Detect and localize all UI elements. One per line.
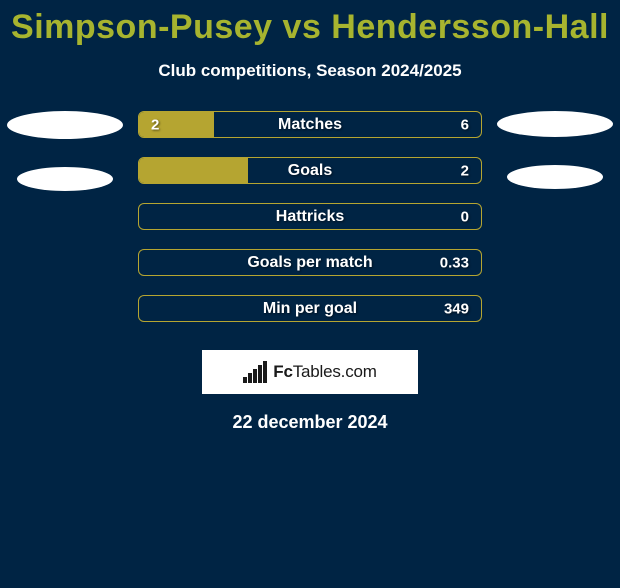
comparison-chart: 2 Matches 6 Goals 2 Hattricks 0 Goals pe… bbox=[0, 111, 620, 322]
bar-right-value: 6 bbox=[461, 116, 469, 133]
bar-right-value: 2 bbox=[461, 162, 469, 179]
left-player-col bbox=[0, 111, 130, 191]
bar-min-per-goal: Min per goal 349 bbox=[138, 295, 482, 322]
bar-goals: Goals 2 bbox=[138, 157, 482, 184]
bar-right-value: 0.33 bbox=[440, 254, 469, 271]
date-label: 22 december 2024 bbox=[0, 412, 620, 433]
bar-left-value: 2 bbox=[151, 116, 159, 133]
bar-label: Min per goal bbox=[263, 300, 357, 318]
bar-label: Goals bbox=[288, 162, 332, 180]
logo-text: FcTables.com bbox=[273, 362, 376, 382]
right-oval-1 bbox=[497, 111, 613, 137]
bar-matches: 2 Matches 6 bbox=[138, 111, 482, 138]
right-oval-2 bbox=[507, 165, 603, 189]
bar-label: Goals per match bbox=[247, 254, 372, 272]
logo-bars-icon bbox=[243, 361, 267, 383]
subtitle: Club competitions, Season 2024/2025 bbox=[0, 61, 620, 81]
left-oval-1 bbox=[7, 111, 123, 139]
right-player-col bbox=[490, 111, 620, 189]
bar-fill bbox=[139, 158, 248, 183]
left-oval-2 bbox=[17, 167, 113, 191]
bar-label: Hattricks bbox=[276, 208, 344, 226]
bar-goals-per-match: Goals per match 0.33 bbox=[138, 249, 482, 276]
fctables-logo[interactable]: FcTables.com bbox=[202, 350, 418, 394]
bar-right-value: 349 bbox=[444, 300, 469, 317]
bar-right-value: 0 bbox=[461, 208, 469, 225]
bar-hattricks: Hattricks 0 bbox=[138, 203, 482, 230]
bar-label: Matches bbox=[278, 116, 342, 134]
page-title: Simpson-Pusey vs Hendersson-Hall bbox=[0, 8, 620, 47]
bars-container: 2 Matches 6 Goals 2 Hattricks 0 Goals pe… bbox=[130, 111, 490, 322]
